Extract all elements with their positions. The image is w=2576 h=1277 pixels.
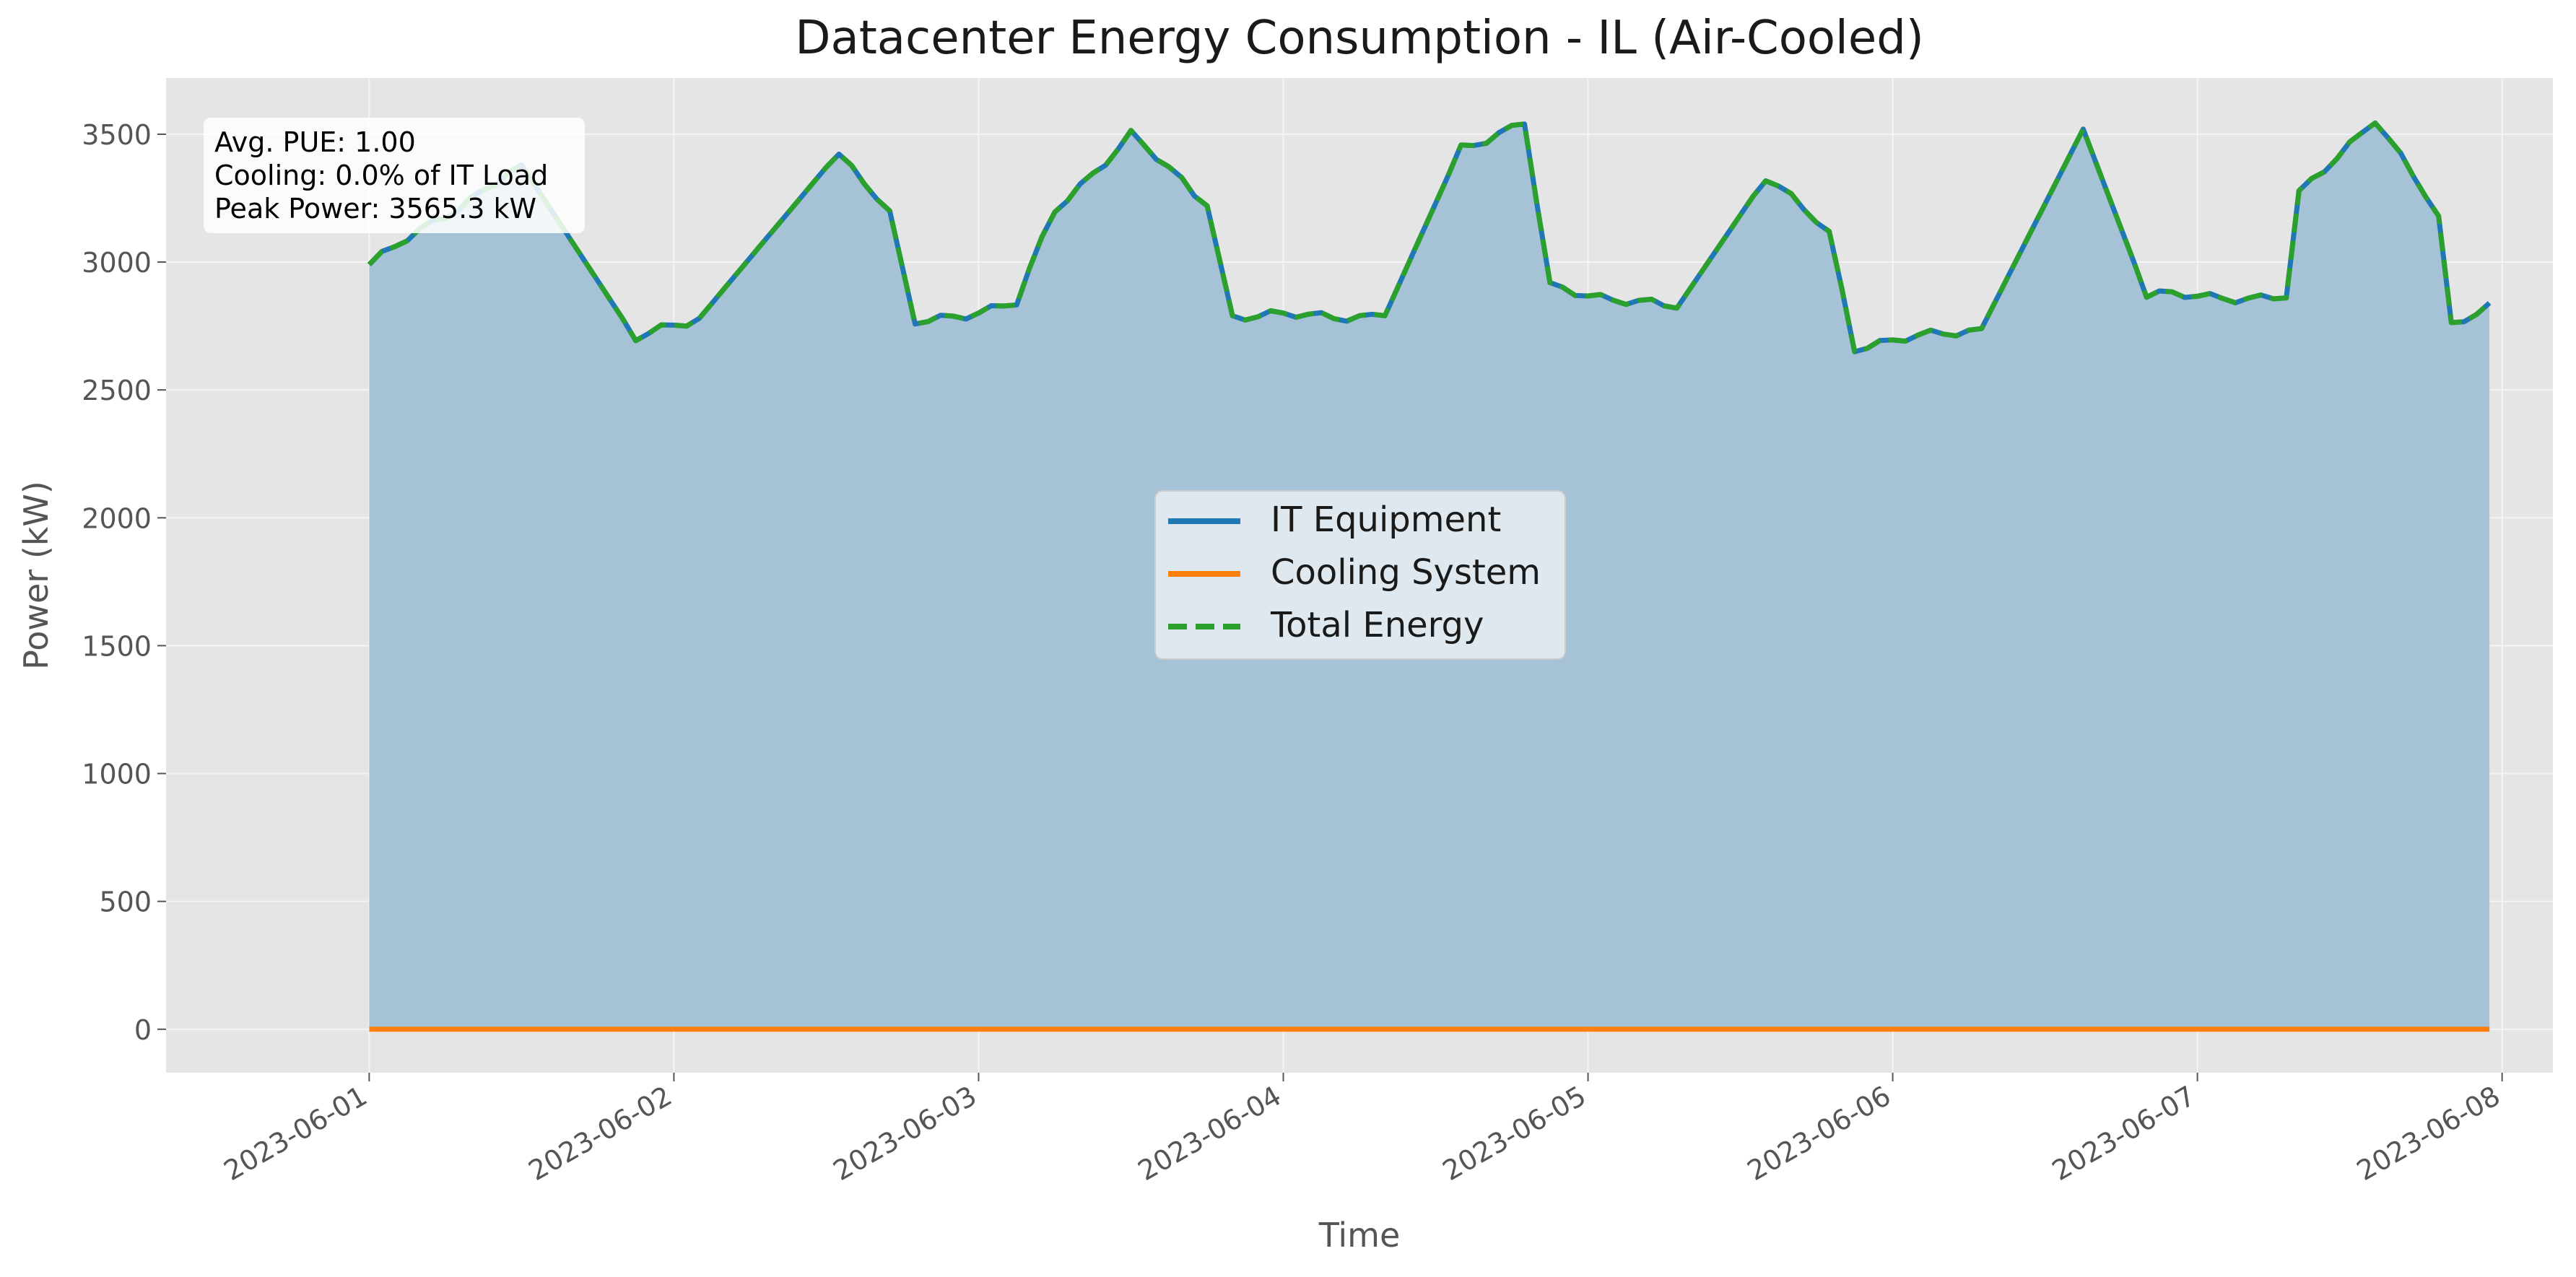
- x-tick-label: 2023-06-03: [828, 1080, 982, 1187]
- y-tick-label: 3500: [82, 119, 152, 151]
- x-tick-label: 2023-06-05: [1437, 1080, 1591, 1187]
- annotation-line-peak: Peak Power: 3565.3 kW: [214, 193, 536, 225]
- x-tick-label: 2023-06-07: [2047, 1080, 2201, 1187]
- x-tick-label: 2023-06-08: [2351, 1080, 2505, 1187]
- x-tick-label: 2023-06-06: [1742, 1080, 1896, 1187]
- series-line-layer: [367, 120, 2492, 1032]
- y-tick-label: 1500: [82, 630, 152, 662]
- legend-label-total-energy: Total Energy: [1270, 605, 1484, 645]
- annotation-box: Avg. PUE: 1.00 Cooling: 0.0% of IT Load …: [204, 118, 585, 233]
- y-axis-label: Power (kW): [17, 481, 56, 670]
- legend: IT Equipment Cooling System Total Energy: [1154, 490, 1566, 660]
- chart-title: Datacenter Energy Consumption - IL (Air-…: [795, 12, 1924, 65]
- x-tick-label: 2023-06-01: [219, 1080, 373, 1187]
- y-tick-label: 0: [134, 1014, 152, 1046]
- y-tick-label: 2000: [82, 502, 152, 534]
- y-tick-label: 1000: [82, 759, 152, 790]
- annotation-line-pue: Avg. PUE: 1.00: [214, 126, 416, 158]
- series-line-total-energy: [367, 120, 2492, 354]
- x-tick-label: 2023-06-04: [1133, 1080, 1287, 1187]
- x-axis-label: Time: [1318, 1216, 1401, 1255]
- legend-label-cooling-system: Cooling System: [1271, 552, 1541, 593]
- legend-box: [1154, 490, 1566, 660]
- y-tick-label: 3000: [82, 247, 152, 279]
- y-tick-label: 2500: [82, 375, 152, 406]
- y-tick-label: 500: [99, 886, 152, 918]
- x-tick-label: 2023-06-02: [523, 1080, 677, 1187]
- legend-label-it-equipment: IT Equipment: [1271, 500, 1501, 540]
- annotation-line-cooling: Cooling: 0.0% of IT Load: [214, 160, 548, 191]
